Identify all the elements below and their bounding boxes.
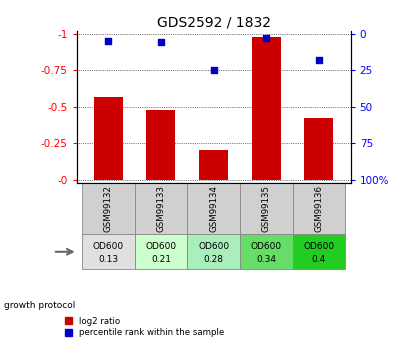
Text: OD600: OD600 xyxy=(145,242,177,251)
Bar xyxy=(240,183,293,235)
Title: GDS2592 / 1832: GDS2592 / 1832 xyxy=(157,16,270,30)
Text: GSM99134: GSM99134 xyxy=(209,185,218,232)
Bar xyxy=(82,235,135,269)
Text: GSM99136: GSM99136 xyxy=(314,185,324,232)
Point xyxy=(210,68,217,73)
Bar xyxy=(187,183,240,235)
Text: 0.34: 0.34 xyxy=(256,255,276,264)
Point xyxy=(263,35,270,40)
Bar xyxy=(187,235,240,269)
Text: GSM99133: GSM99133 xyxy=(156,185,165,232)
Text: OD600: OD600 xyxy=(251,242,282,251)
Text: 0.4: 0.4 xyxy=(312,255,326,264)
Bar xyxy=(146,110,175,180)
Bar xyxy=(305,118,334,180)
Bar xyxy=(135,183,187,235)
Text: 0.28: 0.28 xyxy=(204,255,224,264)
Text: GSM99132: GSM99132 xyxy=(104,185,113,232)
Text: growth protocol: growth protocol xyxy=(4,301,75,310)
Bar xyxy=(252,37,281,180)
Point xyxy=(158,39,164,45)
Point xyxy=(105,39,111,44)
Bar xyxy=(240,235,293,269)
Text: OD600: OD600 xyxy=(303,242,334,251)
Bar xyxy=(293,183,345,235)
Bar xyxy=(82,183,135,235)
Legend: log2 ratio, percentile rank within the sample: log2 ratio, percentile rank within the s… xyxy=(65,317,224,337)
Bar xyxy=(199,150,228,180)
Bar xyxy=(135,235,187,269)
Text: OD600: OD600 xyxy=(198,242,229,251)
Text: OD600: OD600 xyxy=(93,242,124,251)
Text: 0.13: 0.13 xyxy=(98,255,118,264)
Bar xyxy=(293,235,345,269)
Text: GSM99135: GSM99135 xyxy=(262,185,271,232)
Text: 0.21: 0.21 xyxy=(151,255,171,264)
Bar xyxy=(93,97,123,180)
Point xyxy=(316,57,322,63)
